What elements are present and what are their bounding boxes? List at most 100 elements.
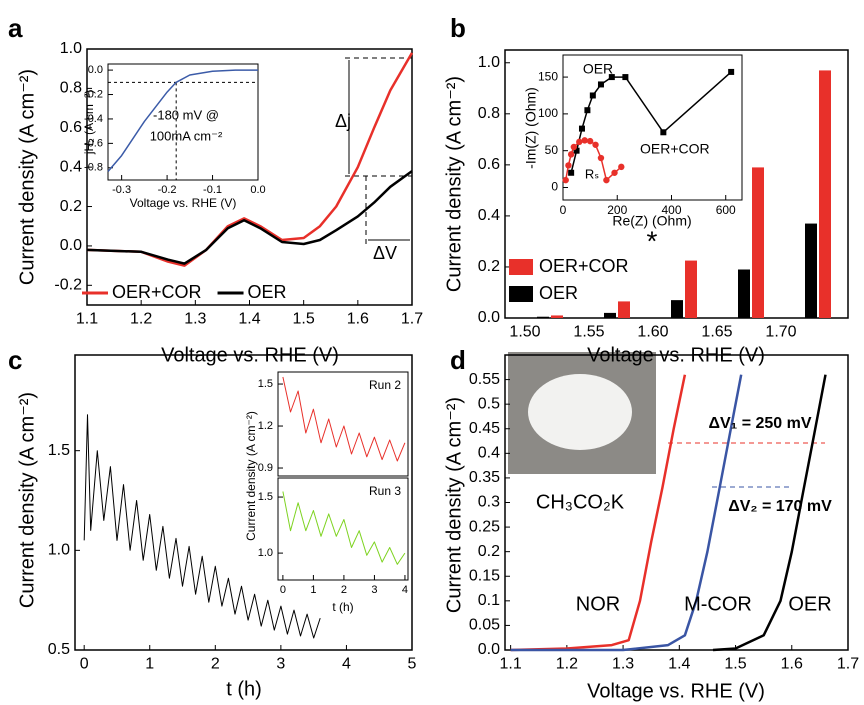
x-axis-title: t (h) (332, 600, 353, 614)
y-tick-label: -0.4 (84, 113, 103, 125)
x-tick-label: 1.2 (130, 311, 152, 328)
y-tick-label: -0.2 (84, 88, 103, 100)
x-tick-label: -0.1 (203, 184, 222, 196)
series-label: M-COR (684, 593, 752, 615)
bar (819, 70, 831, 319)
y-tick-label: 0.5 (478, 395, 500, 412)
x-tick-label: 1.4 (668, 656, 690, 673)
y-tick-label: 1.0 (60, 40, 82, 57)
point (597, 81, 604, 88)
y-tick-label: 0.0 (478, 309, 500, 326)
series-line (86, 170, 413, 265)
point (597, 154, 605, 162)
y-tick-label: -0.8 (84, 162, 103, 174)
y-tick-label: 0.05 (469, 617, 500, 634)
annotation: 100mA cm⁻² (150, 128, 223, 143)
x-tick-label: 1.1 (76, 311, 98, 328)
bar (551, 315, 563, 318)
x-tick-label: 3 (371, 584, 377, 596)
y-axis-title: Current density (A cm⁻²) (443, 397, 465, 613)
series-line (86, 52, 414, 267)
panel-label: c (8, 345, 22, 375)
x-axis-title: Voltage vs. RHE (V) (587, 680, 765, 702)
y-tick-label: 1.0 (48, 542, 70, 559)
point (589, 92, 596, 99)
plot-frame (562, 54, 743, 201)
point (581, 137, 588, 144)
plot-frame (277, 477, 409, 581)
x-tick-label: 0.0 (250, 184, 265, 196)
y-tick-label: 0.35 (469, 469, 500, 486)
series-line (510, 374, 743, 652)
x-tick-label: 4 (402, 584, 408, 596)
series-label: OER (583, 61, 613, 77)
inset-title: Run 3 (369, 484, 401, 498)
point (622, 74, 629, 81)
plot-frame (107, 63, 259, 181)
y-tick-label: 0.5 (48, 641, 70, 658)
point (603, 176, 610, 184)
bar (537, 316, 549, 318)
y-tick-label: 0.8 (60, 80, 82, 97)
y-tick-label: 0.2 (478, 258, 500, 275)
guide-lines (345, 57, 825, 488)
y-tick-label: 0.55 (469, 371, 500, 388)
x-tick-label: 200 (607, 203, 627, 217)
y-tick-label: 0.8 (478, 105, 500, 122)
annotation: ΔV₂ = 170 mV (728, 498, 832, 515)
legend-swatch (509, 286, 533, 302)
series-label: OER (788, 593, 831, 615)
y-tick-label: 0.0 (88, 64, 103, 76)
y-tick-label: 1.0 (258, 547, 273, 559)
series-line (107, 69, 258, 172)
x-tick-label: 2 (211, 656, 220, 673)
point (565, 162, 572, 169)
y-tick-label: 0.4 (478, 207, 500, 224)
y-tick-label: 0.4 (60, 158, 82, 175)
x-tick-label: 1 (310, 584, 316, 596)
y-tick-label: 0.3 (478, 494, 500, 511)
y-tick-label: -0.2 (54, 277, 82, 294)
bar (685, 260, 697, 318)
y-tick-label: 0.9 (258, 462, 273, 474)
y-tick-label: 0.2 (478, 543, 500, 560)
x-tick-label: 1.50 (509, 324, 540, 341)
y-axis-title: Current density (A cm⁻²) (16, 392, 38, 608)
panel-label: a (8, 13, 23, 43)
plot-frame (74, 354, 413, 651)
point (578, 125, 585, 132)
bar (752, 167, 764, 318)
series-line (282, 491, 406, 565)
bar (618, 301, 630, 318)
x-tick-label: 1.70 (765, 324, 796, 341)
point (570, 143, 578, 151)
x-tick-label: 1.60 (637, 324, 668, 341)
y-tick-label: 50 (545, 143, 559, 157)
y-axis-title: Current density (A cm⁻²) (16, 69, 38, 285)
y-tick-label: 1.2 (258, 420, 273, 432)
y-tick-label: 1.5 (258, 491, 273, 503)
y-tick-label: 0.25 (469, 518, 500, 535)
x-tick-label: 1.5 (724, 656, 746, 673)
x-tick-label: 1.6 (347, 311, 369, 328)
x-tick-label: 1 (145, 656, 154, 673)
annotation: -180 mV @ (153, 107, 219, 122)
point (618, 163, 625, 171)
x-tick-label: 0 (80, 656, 89, 673)
annotation: * (647, 225, 658, 256)
series-line (712, 374, 827, 652)
legend-label: OER+COR (112, 282, 202, 302)
y-tick-label: 0.6 (60, 119, 82, 136)
y-tick-label: 1.5 (48, 442, 70, 459)
x-tick-label: 3 (276, 656, 285, 673)
annotation: Rₛ (585, 166, 599, 181)
x-axis-title: Voltage vs. RHE (V) (130, 196, 237, 210)
panel-label: b (450, 13, 466, 43)
point (611, 169, 618, 176)
x-tick-label: -0.3 (112, 184, 131, 196)
annotation: Δj (335, 111, 351, 131)
y-tick-label: 0.6 (478, 156, 500, 173)
x-tick-label: 1.7 (401, 311, 423, 328)
